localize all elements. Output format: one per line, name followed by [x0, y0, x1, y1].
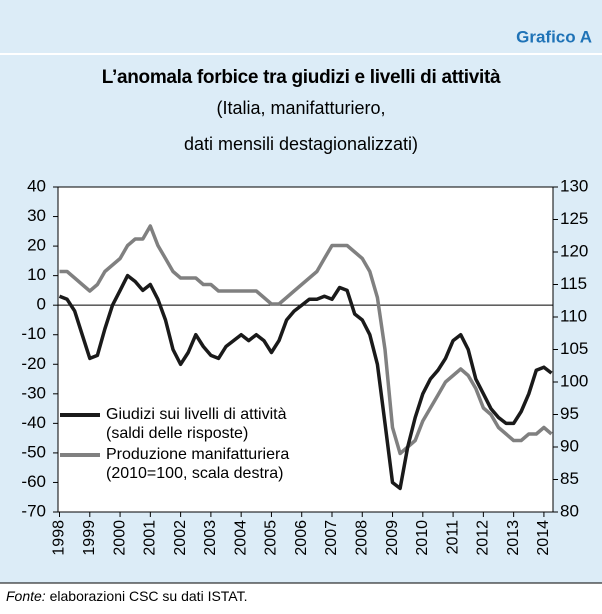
x-tick-label: 2014 [535, 520, 552, 556]
y-tick-label: -40 [21, 413, 46, 432]
subtitle: dati mensili destagionalizzati) [184, 134, 418, 154]
legend-label: Giudizi sui livelli di attività (saldi d… [106, 406, 287, 442]
legend-label: Produzione manifatturiera (2010=100, sca… [106, 446, 290, 482]
y-tick-label: 0 [37, 295, 46, 314]
y-tick-label: -10 [21, 324, 46, 343]
legend-swatch [60, 453, 100, 457]
x-tick-label: 1999 [81, 520, 98, 556]
y2-tick-label: 110 [560, 306, 587, 325]
y-tick-label: -20 [21, 354, 46, 373]
x-tick-label: 2005 [263, 520, 280, 556]
y-tick-label: 40 [27, 176, 46, 195]
y2-tick-label: 80 [560, 501, 579, 520]
legend-item: Produzione manifatturiera (2010=100, sca… [60, 445, 289, 483]
source-label: Fonte: [6, 588, 46, 604]
series-line [58, 273, 553, 491]
x-tick-label: 2006 [293, 520, 310, 556]
y2-tick-label: 130 [560, 176, 588, 195]
y2-tick-label: 95 [560, 404, 579, 423]
x-tick-label: 2009 [384, 520, 401, 556]
x-tick-label: 2002 [172, 520, 189, 556]
x-tick-label: 2011 [444, 520, 461, 555]
legend-swatch [60, 413, 100, 417]
y2-tick-label: 85 [560, 469, 579, 488]
badge: Grafico A [516, 27, 592, 46]
source: Fonte: elaborazioni CSC su dati ISTAT. [6, 588, 248, 604]
chart-title: L’anomala forbice tra giudizi e livelli … [102, 67, 501, 88]
y2-tick-label: 105 [560, 339, 588, 358]
x-tick-label: 2010 [414, 520, 431, 556]
y-tick-label: 30 [27, 206, 46, 225]
y2-tick-label: 115 [560, 274, 587, 293]
x-tick-label: 2000 [111, 520, 128, 556]
x-tick-label: 2003 [202, 520, 219, 556]
x-tick-label: 2001 [142, 520, 159, 556]
x-tick-label: 2012 [475, 520, 492, 556]
plot-area [57, 186, 554, 513]
y-tick-label: -50 [21, 442, 46, 461]
subtitle: (Italia, manifatturiero, [216, 98, 385, 118]
source-text: elaborazioni CSC su dati ISTAT. [49, 588, 248, 604]
legend: Giudizi sui livelli di attività (saldi d… [60, 405, 289, 485]
legend-item: Giudizi sui livelli di attività (saldi d… [60, 405, 289, 443]
x-tick-label: 2013 [505, 520, 522, 556]
y2-tick-label: 125 [560, 209, 588, 228]
x-tick-label: 1998 [51, 520, 68, 556]
series-line [59, 224, 553, 456]
x-tick-label: 2008 [353, 520, 370, 556]
y-tick-label: -60 [21, 472, 46, 491]
x-tick-label: 2007 [323, 520, 340, 556]
y-tick-label: -30 [21, 383, 46, 402]
y-tick-label: 10 [27, 265, 46, 284]
y-tick-label: -70 [21, 501, 46, 520]
y-tick-label: 20 [27, 236, 46, 255]
y2-tick-label: 100 [560, 371, 588, 390]
y2-tick-label: 90 [560, 436, 579, 455]
x-tick-label: 2004 [232, 520, 249, 556]
y2-tick-label: 120 [560, 241, 588, 260]
